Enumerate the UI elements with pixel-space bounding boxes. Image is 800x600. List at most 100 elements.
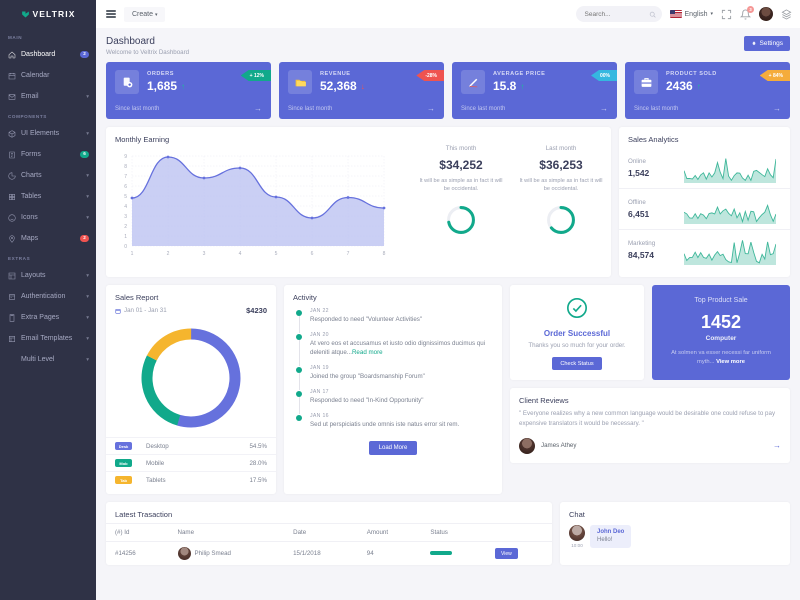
sidebar-item-icons[interactable]: Icons ▾ — [0, 207, 96, 228]
sidebar-item-email[interactable]: Email ▾ — [0, 86, 96, 107]
revenue-icon — [295, 79, 306, 86]
pen-icon — [468, 78, 477, 87]
brand-logo-block[interactable]: VELTRIX — [0, 0, 96, 28]
chat-message: 10:00 John Deo Hello! — [560, 523, 790, 557]
sidebar-item-tables[interactable]: Tables ▾ — [0, 186, 96, 207]
svg-text:5: 5 — [124, 194, 127, 200]
home-icon — [8, 51, 16, 58]
stat-card-average-price[interactable]: 00% AVERAGE PRICE 15.8 ↑ Since last month → — [452, 62, 617, 119]
transactions-column-header: (#) Id — [106, 523, 169, 542]
check-status-button[interactable]: Check Status — [552, 357, 602, 370]
chat-card: Chat 10:00 John Deo Hello! — [560, 502, 790, 565]
box-icon — [8, 129, 16, 138]
svg-text:7: 7 — [347, 251, 350, 257]
sidebar-item-authentication[interactable]: Authentication ▾ — [0, 286, 96, 307]
sidebar-item-label: Email Templates — [21, 335, 73, 342]
sidebar-item-layouts[interactable]: Layouts ▾ — [0, 265, 96, 286]
sidebar-item-maps[interactable]: Maps 2 — [0, 228, 96, 249]
svg-text:8: 8 — [383, 251, 386, 257]
sidebar-section-components: COMPONENTS — [8, 114, 47, 119]
svg-text:2: 2 — [167, 251, 170, 257]
stat-arrow-icon[interactable]: → — [427, 104, 435, 113]
chat-title: Chat — [569, 510, 585, 519]
notifications-button[interactable]: 3 — [739, 5, 754, 20]
analytics-row-marketing: Marketing 84,574 — [619, 229, 790, 270]
top-product-name: Computer — [705, 335, 737, 342]
reviews-next-arrow[interactable]: → — [773, 441, 781, 451]
sidebar-item-extra-pages[interactable]: Extra Pages ▾ — [0, 307, 96, 328]
fullscreen-icon[interactable] — [721, 9, 732, 20]
menu-toggle-icon[interactable] — [106, 10, 116, 18]
chevron-down-icon: ▾ — [86, 314, 89, 321]
top-product-number: 1452 — [700, 312, 742, 332]
activity-text: Sed ut perspiciatis unde omnis iste natu… — [310, 420, 460, 428]
content-area: + 12% ORDERS 1,685 ↑ Since last month → -28% RE… — [96, 62, 800, 600]
user-avatar[interactable] — [759, 7, 773, 21]
language-label: English — [684, 10, 708, 18]
sales-analytics-title: Sales Analytics — [628, 135, 679, 144]
trend-down-icon: ↓ — [360, 81, 365, 91]
svg-text:4: 4 — [124, 204, 127, 210]
svg-text:1: 1 — [131, 251, 134, 257]
view-button[interactable]: View — [495, 548, 518, 559]
stat-cards-row: + 12% ORDERS 1,685 ↑ Since last month → -28% RE… — [106, 62, 790, 119]
sidebar-item-badge: 2 — [80, 234, 89, 243]
read-more-link[interactable]: Read more — [351, 348, 383, 356]
settings-button[interactable]: Settings — [743, 36, 790, 51]
legend-row-mobile: Mob Mobile 28.0% — [106, 454, 276, 471]
sidebar-item-charts[interactable]: Charts ▾ — [0, 165, 96, 186]
sales-date-range[interactable]: Jan 01 - Jan 31 — [115, 307, 167, 314]
stat-card-orders[interactable]: + 12% ORDERS 1,685 ↑ Since last month → — [106, 62, 271, 119]
chat-message-list: 10:00 John Deo Hello! — [560, 523, 790, 557]
client-review-footer: James Athey → — [519, 437, 781, 454]
last-month-label: Last month — [545, 145, 577, 152]
transaction-amount: 94 — [366, 550, 374, 557]
sidebar-item-forms[interactable]: Forms 6 — [0, 144, 96, 165]
right-stack: Order Successful Thanks you so much for … — [510, 285, 790, 494]
check-circle-icon — [567, 298, 587, 318]
table-row[interactable]: #14256 Philip Smead 15/1/2018 94 View — [106, 542, 552, 566]
activity-item: JAN 16 Sed ut perspiciatis unde omnis ist… — [296, 413, 493, 437]
client-review-quote: " Everyone realizes why a new common lan… — [519, 410, 776, 427]
chevron-down-icon: ▾ — [86, 172, 89, 179]
stat-ribbon: 00% — [590, 70, 617, 81]
sidebar-item-calendar[interactable]: Calendar — [0, 65, 96, 86]
search-input[interactable] — [575, 6, 662, 22]
last-month-block: Last month $36,253 It will be as simple … — [511, 127, 611, 269]
activity-date: JAN 17 — [310, 388, 329, 395]
apps-grid-icon[interactable] — [781, 8, 792, 20]
lock-icon — [9, 293, 15, 300]
sidebar-item-multi-level[interactable]: Multi Level ▾ — [0, 349, 96, 370]
legend-percent: 17.5% — [249, 476, 267, 484]
stat-card-revenue[interactable]: -28% REVENUE 52,368 ↓ Since last month → — [279, 62, 444, 119]
sidebar-item-badge: 2 — [80, 50, 89, 59]
stat-icon-box — [461, 70, 485, 94]
transaction-name: Philip Smead — [169, 542, 285, 566]
latest-transaction-card: Latest Trasaction (#) Id Name Date Amount St… — [106, 502, 552, 565]
stat-top: REVENUE 52,368 ↓ — [288, 70, 435, 94]
stat-arrow-icon[interactable]: → — [254, 104, 262, 113]
load-more-button[interactable]: Load More — [368, 440, 418, 455]
analytics-name: Marketing — [628, 240, 656, 247]
sidebar-item-ui-elements[interactable]: UI Elements ▾ — [0, 123, 96, 144]
legend-row-tablets: Tab Tablets 17.5% — [106, 471, 276, 488]
stat-card-product-sold[interactable]: + 84% PRODUCT SOLD 2436 ↑ Since last month → — [625, 62, 790, 119]
create-button[interactable]: Create ▾ — [124, 6, 166, 22]
sparkline-chart — [684, 204, 776, 224]
sidebar-item-dashboard[interactable]: Dashboard 2 — [0, 44, 96, 65]
stat-value: 52,368 ↓ — [320, 79, 365, 93]
avatar — [569, 525, 585, 541]
sidebar-item-email-templates[interactable]: Email Templates ▾ — [0, 328, 96, 349]
top-product-view-more[interactable]: View more — [716, 358, 745, 365]
briefcase-icon — [641, 77, 651, 87]
stat-top: PRODUCT SOLD 2436 ↑ — [634, 70, 781, 94]
stat-top: ORDERS 1,685 ↑ — [115, 70, 262, 94]
stat-arrow-icon[interactable]: → — [600, 104, 608, 113]
sidebar-nav: MAIN Dashboard 2 Calendar Email ▾ COMPONENTS UI… — [0, 28, 96, 370]
sales-analytics-rows: Online 1,542 Offline 6,451 Marketing 84,574 — [619, 148, 790, 270]
sales-report-card: Sales Report Jan 01 - Jan 31 $4230 — [106, 285, 276, 494]
language-selector[interactable]: English ▾ — [669, 10, 713, 18]
stat-arrow-icon[interactable]: → — [773, 104, 781, 113]
sidebar-section-extras: EXTRAS — [8, 256, 31, 261]
search-wrap — [575, 6, 662, 22]
